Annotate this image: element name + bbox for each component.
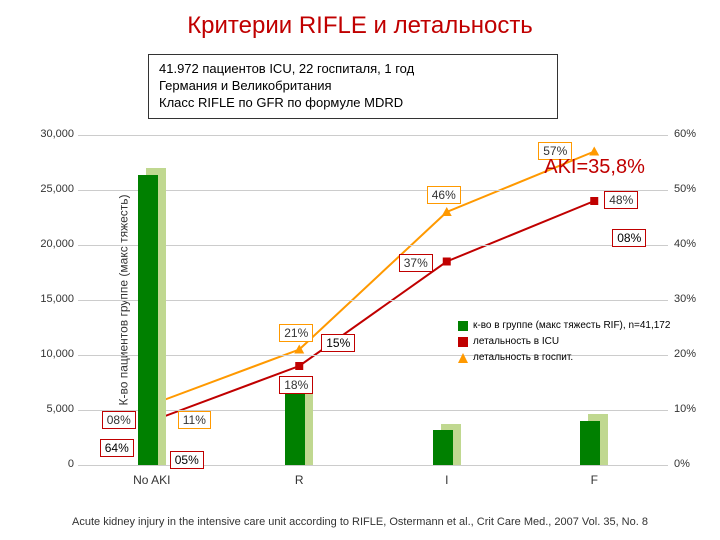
legend-swatch-icon (458, 353, 468, 363)
y2-tick-label: 40% (674, 238, 714, 250)
extra-label: 05% (170, 451, 204, 469)
legend-item: к-во в группе (макс тяжесть RIF), n=41,1… (458, 319, 670, 333)
chart-title: Критерии RIFLE и летальность (0, 12, 720, 40)
data-label: 46% (427, 186, 461, 204)
gridline (78, 465, 668, 466)
data-label: 48% (604, 191, 638, 209)
gridline (78, 135, 668, 136)
citation-footnote: Acute kidney injury in the intensive car… (0, 516, 720, 528)
y2-tick-label: 50% (674, 183, 714, 195)
study-description-box: 41.972 пациентов ICU, 22 госпиталя, 1 го… (148, 54, 558, 119)
y1-tick-label: 20,000 (24, 238, 74, 250)
y2-tick-label: 0% (674, 458, 714, 470)
extra-label: 08% (612, 229, 646, 247)
y1-tick-label: 15,000 (24, 293, 74, 305)
legend-item: летальность в госпит. (458, 351, 670, 365)
y1-tick-label: 5,000 (24, 403, 74, 415)
gridline (78, 410, 668, 411)
y1-tick-label: 25,000 (24, 183, 74, 195)
marker-triangle-icon (589, 147, 599, 156)
bar-front (285, 390, 305, 465)
legend-swatch-icon (458, 337, 468, 347)
y2-tick-label: 20% (674, 348, 714, 360)
study-line: 41.972 пациентов ICU, 22 госпиталя, 1 го… (159, 61, 547, 78)
trend-line (152, 201, 595, 421)
study-line: Класс RIFLE по GFR по формуле MDRD (159, 95, 547, 112)
extra-label: 64% (100, 439, 134, 457)
gridline (78, 245, 668, 246)
data-label: 08% (102, 411, 136, 429)
legend-label: летальность в ICU (473, 335, 559, 349)
y2-tick-label: 60% (674, 128, 714, 140)
marker-square-icon (590, 197, 598, 205)
study-line: Германия и Великобритания (159, 78, 547, 95)
y2-tick-label: 10% (674, 403, 714, 415)
gridline (78, 190, 668, 191)
x-tick-label: F (559, 473, 629, 487)
y1-tick-label: 0 (24, 458, 74, 470)
x-tick-label: R (264, 473, 334, 487)
bar-front (138, 175, 158, 465)
gridline (78, 300, 668, 301)
chart-legend: к-во в группе (макс тяжесть RIF), n=41,1… (458, 317, 670, 367)
data-label: 37% (399, 254, 433, 272)
bar-front (580, 421, 600, 465)
legend-swatch-icon (458, 321, 468, 331)
data-label: 21% (279, 324, 313, 342)
data-label: 11% (178, 411, 211, 429)
marker-square-icon (295, 362, 303, 370)
legend-label: к-во в группе (макс тяжесть RIF), n=41,1… (473, 319, 670, 333)
y2-tick-label: 30% (674, 293, 714, 305)
chart-plot-area: 08%18%37%48%11%21%46%57%64%05%15%08%AKI=… (78, 135, 668, 465)
bar-front (433, 430, 453, 465)
x-tick-label: I (412, 473, 482, 487)
x-tick-label: No AKI (117, 473, 187, 487)
y1-tick-label: 10,000 (24, 348, 74, 360)
legend-item: летальность в ICU (458, 335, 670, 349)
extra-label: 15% (321, 334, 355, 352)
aki-annotation: AKI=35,8% (544, 156, 645, 179)
legend-label: летальность в госпит. (473, 351, 573, 365)
marker-square-icon (443, 258, 451, 266)
data-label: 18% (279, 376, 313, 394)
y1-tick-label: 30,000 (24, 128, 74, 140)
